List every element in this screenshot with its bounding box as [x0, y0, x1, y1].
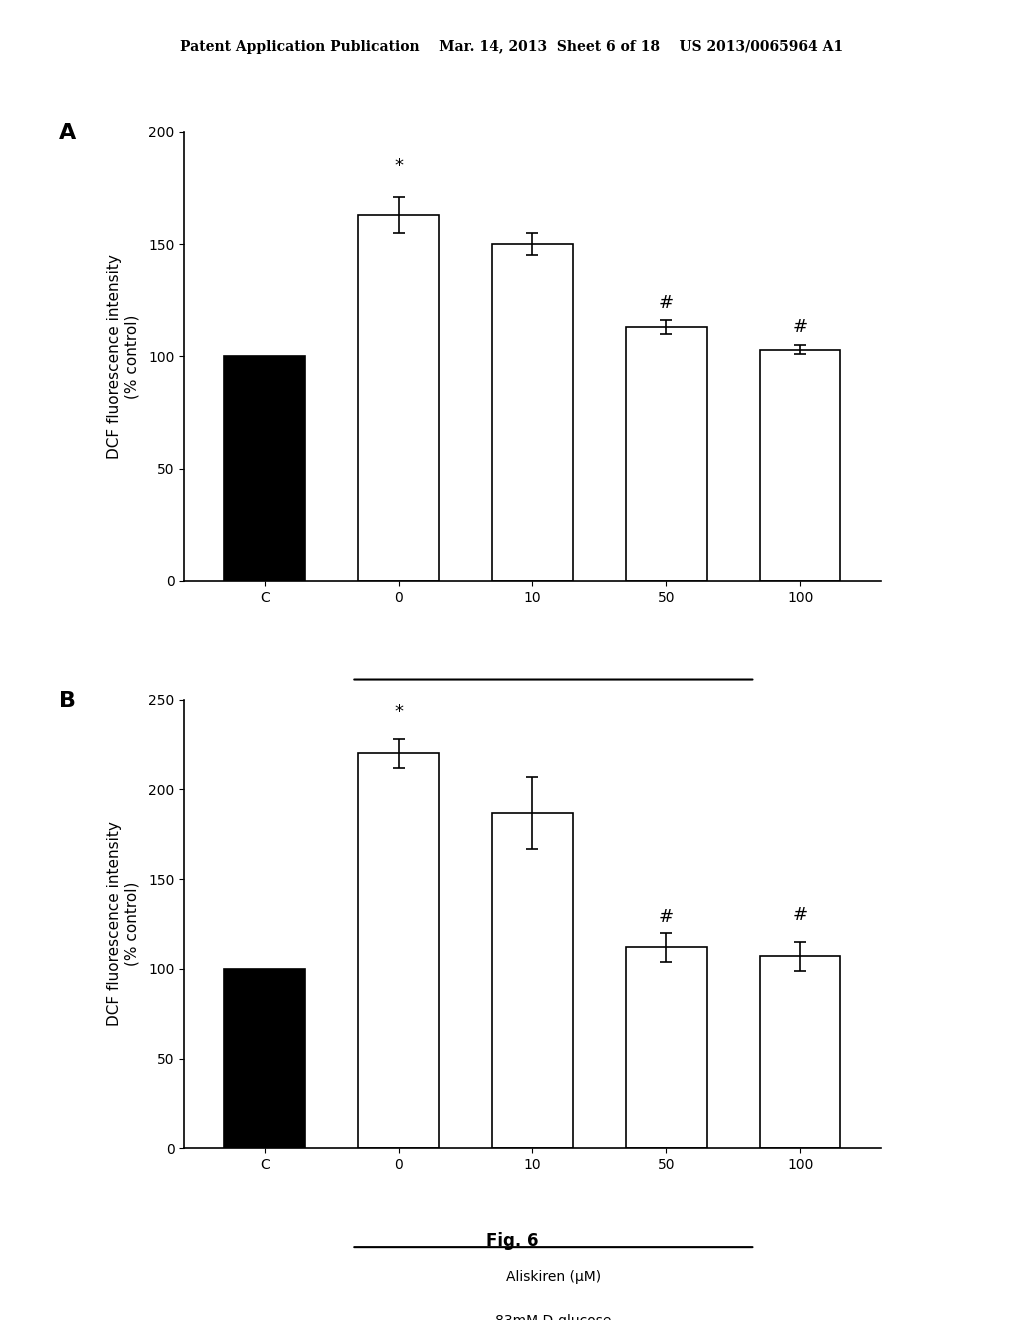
Bar — [493, 813, 572, 1148]
Text: Patent Application Publication    Mar. 14, 2013  Sheet 6 of 18    US 2013/006596: Patent Application Publication Mar. 14, … — [180, 40, 844, 54]
Bar — [358, 754, 438, 1148]
Bar — [627, 327, 707, 581]
Y-axis label: DCF fluorescence intensity
(% control): DCF fluorescence intensity (% control) — [108, 253, 140, 459]
Bar — [224, 356, 305, 581]
Bar — [493, 244, 572, 581]
Text: *: * — [394, 704, 403, 721]
Text: *: * — [394, 157, 403, 174]
Bar — [224, 969, 305, 1148]
Text: #: # — [793, 906, 808, 924]
Bar — [760, 350, 841, 581]
Bar — [760, 956, 841, 1148]
Text: Fig. 6: Fig. 6 — [485, 1232, 539, 1250]
Text: Aliskiren (μM): Aliskiren (μM) — [506, 1270, 601, 1283]
Text: #: # — [658, 908, 674, 925]
Bar — [358, 215, 438, 581]
Text: 50mM D-glucose: 50mM D-glucose — [496, 747, 611, 760]
Text: Aliskiren (μM): Aliskiren (μM) — [506, 702, 601, 715]
Text: #: # — [793, 318, 808, 337]
Y-axis label: DCF fluorescence intensity
(% control): DCF fluorescence intensity (% control) — [108, 821, 140, 1027]
Text: B: B — [59, 690, 76, 710]
Text: A: A — [59, 123, 76, 143]
Text: #: # — [658, 293, 674, 312]
Text: 83mM D-glucose: 83mM D-glucose — [496, 1315, 611, 1320]
Bar — [627, 948, 707, 1148]
